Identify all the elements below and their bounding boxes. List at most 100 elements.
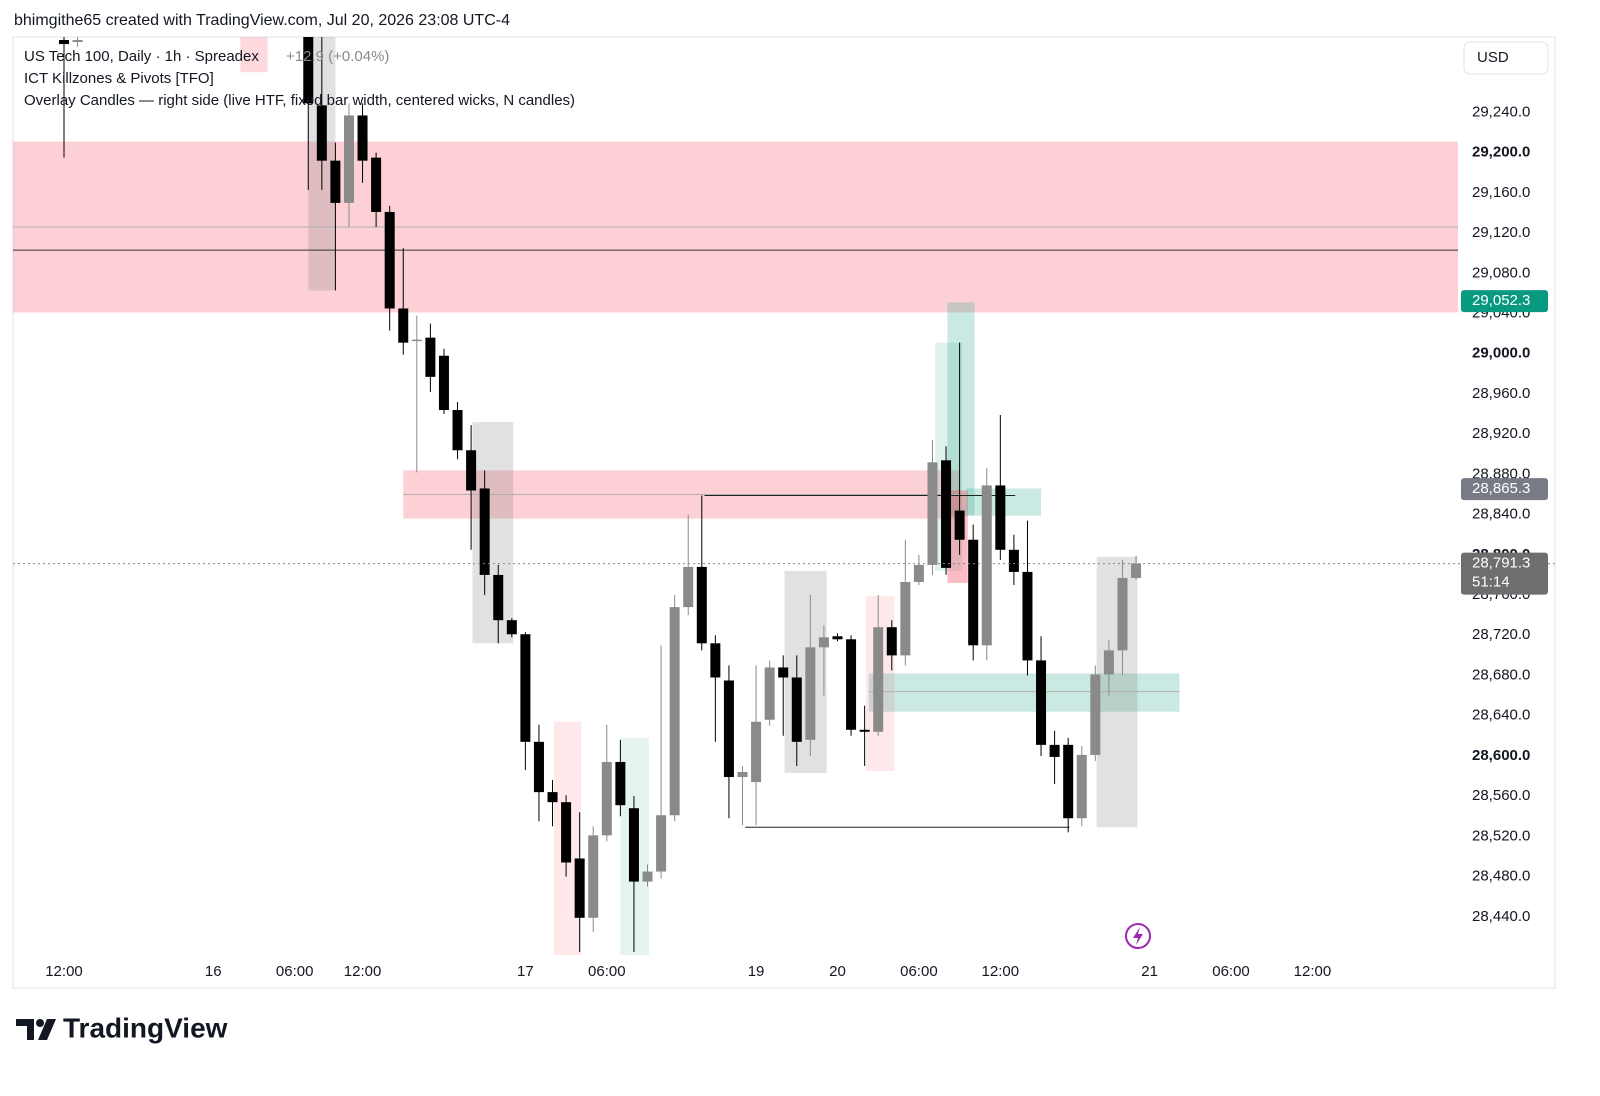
x-tick-label: 06:00 <box>1212 963 1250 980</box>
candle-body <box>1036 660 1047 745</box>
candle-body <box>1049 744 1060 757</box>
price-badge-label: 29,052.3 <box>1472 292 1530 309</box>
zone <box>472 422 514 644</box>
y-tick-label: 28,880.0 <box>1472 465 1530 482</box>
legend-indicator: ICT Killzones & Pivots [TFO] <box>24 70 214 87</box>
y-tick-label: 29,000.0 <box>1472 345 1530 362</box>
candle-body <box>683 566 694 608</box>
candle-body <box>805 647 816 740</box>
x-tick-label: 12:00 <box>344 963 382 980</box>
candle-body <box>832 636 843 640</box>
y-tick-label: 28,960.0 <box>1472 385 1530 402</box>
candle-body <box>764 667 775 720</box>
zone <box>868 673 1180 712</box>
price-badge-label: 28,865.3 <box>1472 480 1530 497</box>
candle-body <box>1022 571 1033 661</box>
candle-body <box>452 410 463 451</box>
candle-body <box>561 802 572 863</box>
x-tick-label: 20 <box>829 963 846 980</box>
legend-change: +12.9 (+0.04%) <box>286 48 389 65</box>
candle-body <box>438 355 449 411</box>
x-tick-label: 21 <box>1141 963 1158 980</box>
y-tick-label: 28,720.0 <box>1472 626 1530 643</box>
candle-body <box>859 729 870 732</box>
candle-body <box>791 677 802 742</box>
candle-body <box>628 808 639 882</box>
candle-body <box>547 792 558 803</box>
candle-body <box>669 607 680 816</box>
y-tick-label: 28,560.0 <box>1472 787 1530 804</box>
y-tick-label: 29,200.0 <box>1472 144 1530 161</box>
x-tick-label: 17 <box>517 963 534 980</box>
candle-body <box>981 485 992 646</box>
logo-mark <box>16 1019 56 1040</box>
candle-body <box>886 627 897 656</box>
y-tick-label: 28,840.0 <box>1472 506 1530 523</box>
candle-body <box>384 211 395 309</box>
candle-body <box>72 40 83 43</box>
zone <box>1096 556 1138 828</box>
candle-body <box>520 634 531 742</box>
currency-label[interactable]: USD <box>1477 49 1509 66</box>
x-tick-label: 06:00 <box>276 963 314 980</box>
candle-body <box>1131 563 1142 578</box>
logo-text: TradingView <box>63 1012 228 1043</box>
price-badge <box>1461 552 1548 595</box>
candle-body <box>778 667 789 678</box>
y-tick-label: 28,520.0 <box>1472 827 1530 844</box>
price-axis: 28,440.0 28,480.0 28,520.0 28,560.0 28,600.0… <box>1472 103 1530 925</box>
candle-body <box>968 539 979 646</box>
y-tick-label: 29,080.0 <box>1472 264 1530 281</box>
candle-body <box>995 485 1006 550</box>
zone <box>240 37 268 73</box>
candle-body <box>398 308 409 343</box>
candle-body <box>1090 674 1101 755</box>
candle-body <box>737 772 748 778</box>
candle-body <box>696 566 707 644</box>
candle-body <box>723 680 734 778</box>
currency-button[interactable] <box>1463 41 1549 75</box>
legend-symbol: US Tech 100, Daily · 1h · Spreadex <box>24 48 259 65</box>
candle-body <box>927 462 938 565</box>
y-tick-label: 28,440.0 <box>1472 908 1530 925</box>
y-tick-label: 28,920.0 <box>1472 425 1530 442</box>
candle-body <box>330 160 341 203</box>
candle-body <box>466 450 477 491</box>
y-tick-label: 28,600.0 <box>1472 747 1530 764</box>
x-tick-label: 12:00 <box>45 963 83 980</box>
x-tick-label: 06:00 <box>588 963 626 980</box>
lightning-icon[interactable] <box>1125 923 1151 949</box>
candle-body <box>425 337 436 377</box>
price-badge <box>1461 290 1548 313</box>
candle-body <box>1117 577 1128 651</box>
candle-body <box>371 157 382 212</box>
x-tick-label: 12:00 <box>1294 963 1332 980</box>
chart-frame <box>12 36 1556 989</box>
countdown-label: 51:14 <box>1472 574 1510 591</box>
candle-body <box>615 761 626 806</box>
x-tick-label: 19 <box>748 963 765 980</box>
candle-body <box>59 40 69 45</box>
candle-body <box>913 564 924 582</box>
candle-body <box>316 105 327 161</box>
candle-body <box>601 761 612 836</box>
y-tick-label: 28,680.0 <box>1472 666 1530 683</box>
y-tick-label: 28,640.0 <box>1472 707 1530 724</box>
candle-body <box>1076 754 1087 819</box>
candle-body <box>1008 549 1019 572</box>
candle-body <box>900 581 911 656</box>
credit: bhimgithe65 created with TradingView.com… <box>14 12 510 29</box>
y-tick-label: 29,160.0 <box>1472 184 1530 201</box>
candle-body <box>357 115 368 161</box>
candle-body <box>818 637 829 648</box>
candle-body <box>954 510 965 540</box>
candle-body <box>479 488 490 575</box>
candle-body <box>751 721 762 783</box>
price-badge <box>1461 478 1548 501</box>
candle-body <box>343 115 354 203</box>
x-tick-label: 06:00 <box>900 963 938 980</box>
y-tick-label: 29,240.0 <box>1472 103 1530 120</box>
zone <box>947 302 975 516</box>
y-tick-label: 29,120.0 <box>1472 224 1530 241</box>
